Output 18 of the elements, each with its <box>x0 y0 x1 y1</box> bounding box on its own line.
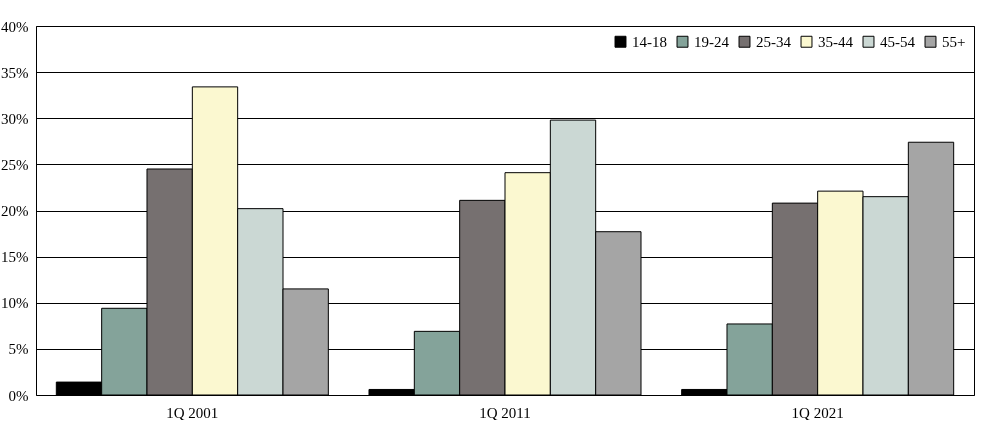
legend-label: 45-54 <box>880 33 916 50</box>
y-tick-label: 10% <box>1 295 29 312</box>
y-tick-label: 5% <box>8 341 29 358</box>
x-tick-label: 1Q 2011 <box>479 404 531 421</box>
x-tick-label: 1Q 2021 <box>791 404 844 421</box>
y-tick-label: 0% <box>8 387 29 404</box>
y-tick-label: 30% <box>1 110 29 127</box>
y-tick-label: 25% <box>1 156 29 173</box>
y-tick-label: 20% <box>1 203 29 219</box>
y-tick-label: 35% <box>1 64 29 81</box>
legend-label: 25-34 <box>756 33 792 50</box>
legend-label: 14-18 <box>632 33 667 50</box>
x-tick-label: 1Q 2001 <box>166 404 219 421</box>
y-tick-label: 15% <box>1 249 29 266</box>
legend-label: 55+ <box>942 33 966 50</box>
y-tick-label: 40% <box>1 18 29 35</box>
legend-label: 35-44 <box>818 33 854 50</box>
legend-label: 19-24 <box>694 33 730 50</box>
